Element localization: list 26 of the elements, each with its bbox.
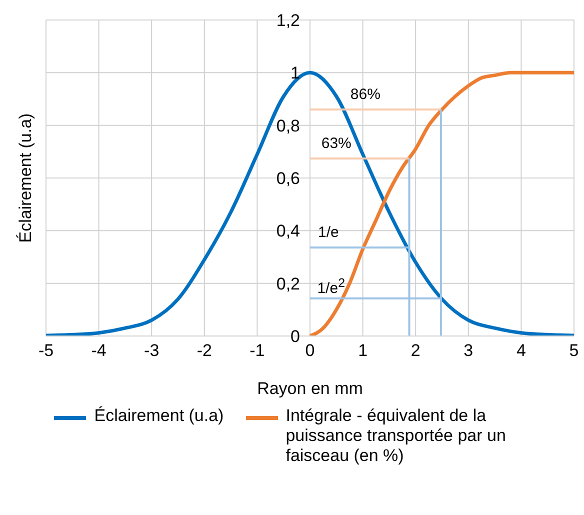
x-tick-label: 1 — [358, 341, 368, 360]
x-tick-label: 4 — [516, 341, 526, 360]
x-tick-label: 3 — [464, 341, 474, 360]
y-tick-label: 0,6 — [276, 169, 300, 188]
x-tick-label: 0 — [305, 341, 315, 360]
x-tick-label: -3 — [144, 341, 160, 360]
x-axis-title: Rayon en mm — [257, 379, 363, 398]
y-tick-label: 0 — [290, 327, 300, 346]
y-axis-title: Éclairement (u.a) — [16, 113, 36, 243]
annotation: 86% — [350, 86, 380, 104]
y-tick-label: 0,2 — [276, 274, 300, 294]
x-tick-label: 2 — [410, 341, 420, 360]
y-tick-label: 0,8 — [276, 116, 300, 136]
y-tick-label: 1 — [290, 64, 300, 83]
y-tick-label: 0,4 — [276, 222, 300, 241]
x-tick-label: -2 — [196, 341, 212, 360]
x-tick-label: 5 — [569, 341, 579, 360]
x-tick-label: -1 — [250, 341, 265, 360]
legend-label: Éclairement (u.a) — [94, 406, 224, 426]
x-tick-label: -4 — [91, 341, 106, 360]
annotation: 1/e — [318, 224, 339, 242]
x-tick-label: -5 — [38, 341, 54, 360]
annotation: 1/e$^{2}$ — [317, 275, 346, 298]
annotation: 63% — [321, 134, 352, 152]
legend-label: Intégrale - équivalent de la puissance transportée par un faisceau (en %) — [286, 406, 507, 466]
y-tick-label: 1,2 — [276, 11, 300, 30]
